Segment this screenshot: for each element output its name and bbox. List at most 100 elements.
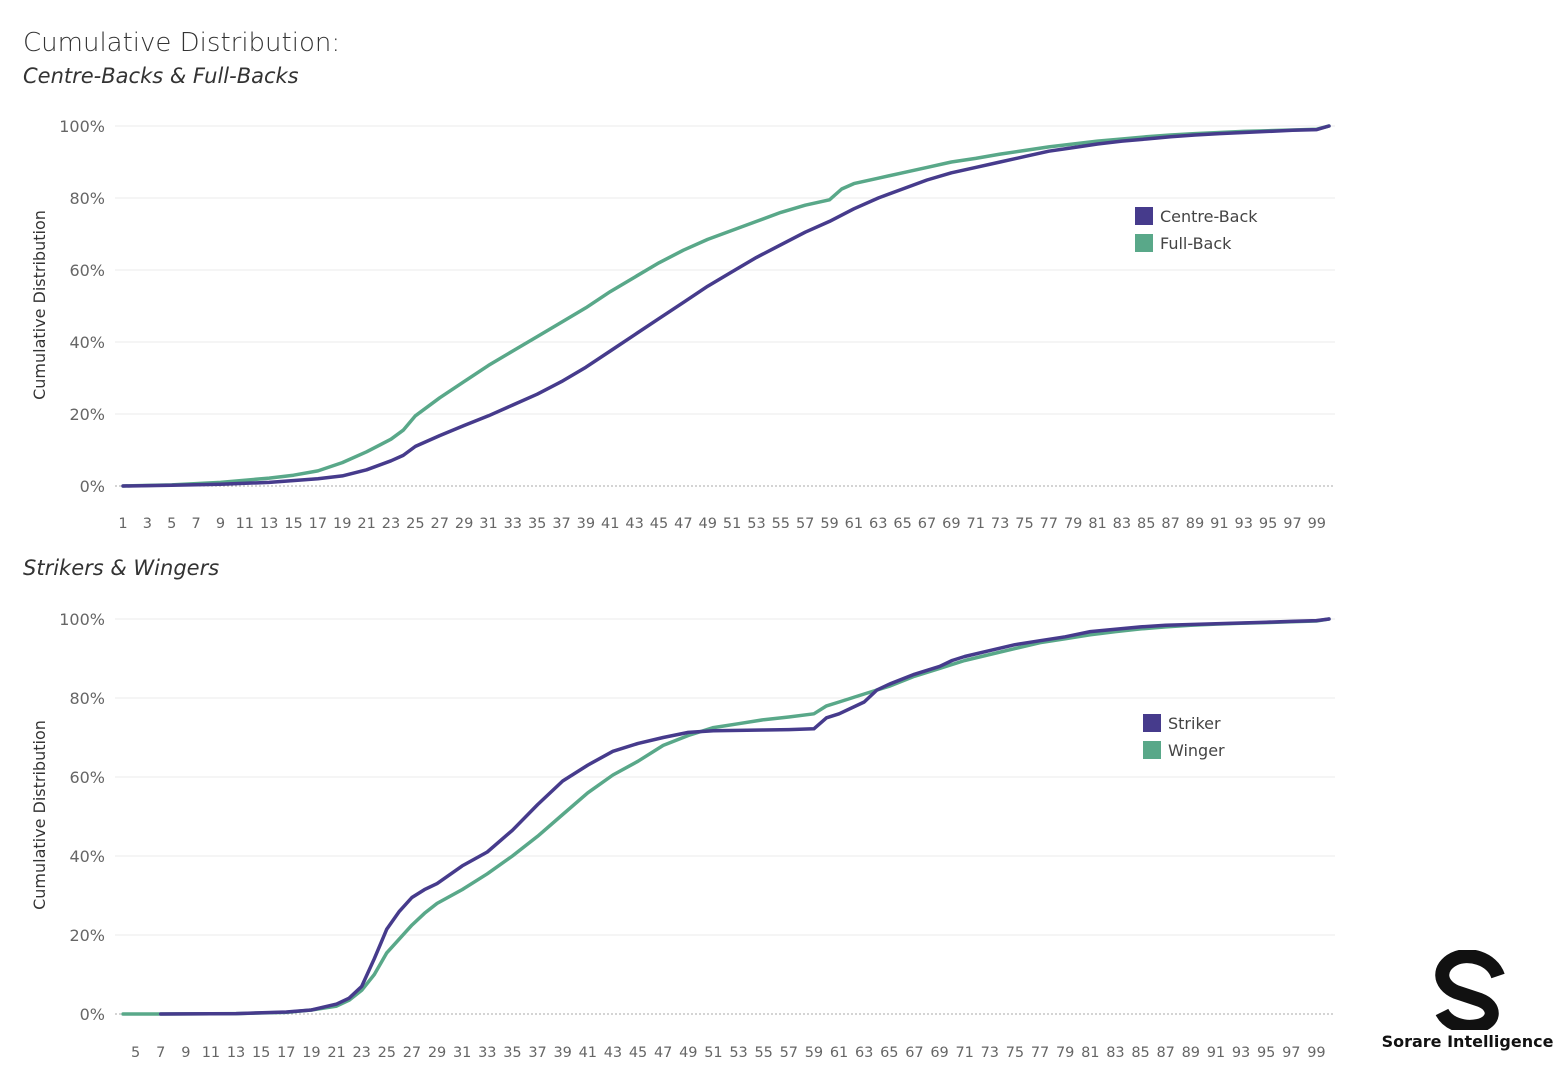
x-tick-label: 69	[942, 516, 960, 532]
x-tick-label: 75	[1006, 1045, 1024, 1061]
sorare-intelligence-logo: Sorare Intelligence	[1380, 949, 1555, 1060]
x-tick-label: 19	[333, 516, 351, 532]
y-tick-label: 100%	[59, 610, 105, 629]
y-tick-label: 0%	[80, 1005, 105, 1024]
y-tick-label: 20%	[69, 405, 105, 424]
x-tick-label: 21	[357, 516, 375, 532]
y-tick-label: 80%	[69, 189, 105, 208]
x-tick-label: 21	[327, 1045, 345, 1061]
legend-label: Centre-Back	[1160, 207, 1258, 226]
x-tick-label: 19	[302, 1045, 320, 1061]
x-tick-label: 5	[131, 1045, 140, 1061]
legend-label: Striker	[1168, 714, 1221, 733]
x-tick-label: 91	[1207, 1045, 1225, 1061]
x-tick-label: 57	[780, 1045, 798, 1061]
x-tick-label: 57	[796, 516, 814, 532]
x-tick-label: 7	[191, 516, 200, 532]
x-tick-label: 53	[729, 1045, 747, 1061]
x-tick-label: 1	[118, 516, 127, 532]
y-tick-label: 100%	[59, 117, 105, 136]
x-tick-label: 67	[905, 1045, 923, 1061]
y-tick-label: 60%	[69, 261, 105, 280]
y-axis-label: Cumulative Distribution	[30, 210, 49, 400]
x-tick-label: 49	[699, 516, 717, 532]
x-tick-label: 47	[654, 1045, 672, 1061]
chart-1: 0% 20% 40% 60% 80% 100% Cumulative Distributio…	[30, 117, 1335, 532]
x-tick-label: 65	[880, 1045, 898, 1061]
x-tick-label: 87	[1161, 516, 1179, 532]
y-tick-label: 80%	[69, 689, 105, 708]
x-tick-label: 63	[855, 1045, 873, 1061]
x-tick-label: 59	[820, 516, 838, 532]
series-line-winger	[121, 617, 1331, 1016]
x-tick-label: 35	[503, 1045, 521, 1061]
x-tick-label: 61	[845, 516, 863, 532]
y-tick-label: 20%	[69, 926, 105, 945]
legend-swatch	[1143, 741, 1161, 759]
series-line-striker	[158, 617, 1331, 1016]
x-tick-label: 5	[167, 516, 176, 532]
legend-swatch	[1135, 207, 1153, 225]
x-tick-label: 71	[967, 516, 985, 532]
page-title: Cumulative Distribution:	[23, 28, 341, 58]
x-tick-label: 17	[277, 1045, 295, 1061]
x-tick-label: 99	[1308, 516, 1326, 532]
x-tick-label: 47	[674, 516, 692, 532]
chart-2-subtitle: Strikers & Wingers	[23, 556, 220, 580]
sorare-s-logo-icon	[1435, 949, 1505, 1034]
x-tick-label: 83	[1113, 516, 1131, 532]
x-tick-label: 15	[284, 516, 302, 532]
x-tick-label: 9	[181, 1045, 190, 1061]
x-tick-label: 37	[552, 516, 570, 532]
x-tick-label: 87	[1156, 1045, 1174, 1061]
x-tick-label: 17	[309, 516, 327, 532]
x-tick-label: 97	[1283, 516, 1301, 532]
x-tick-label: 55	[754, 1045, 772, 1061]
x-tick-label: 95	[1257, 1045, 1275, 1061]
x-tick-label: 27	[431, 516, 449, 532]
x-tick-label: 69	[930, 1045, 948, 1061]
legend-label: Full-Back	[1160, 234, 1232, 253]
logo-text: Sorare Intelligence	[1381, 1032, 1554, 1051]
x-tick-label: 83	[1106, 1045, 1124, 1061]
chart-1-subtitle: Centre-Backs & Full-Backs	[23, 64, 299, 88]
x-tick-label: 45	[629, 1045, 647, 1061]
x-tick-label: 95	[1259, 516, 1277, 532]
x-tick-label: 99	[1307, 1045, 1325, 1061]
x-tick-label: 31	[453, 1045, 471, 1061]
x-tick-label: 63	[869, 516, 887, 532]
series-line-centre-back	[121, 124, 1331, 488]
x-tick-label: 41	[601, 516, 619, 532]
x-tick-label: 89	[1186, 516, 1204, 532]
y-axis-label: Cumulative Distribution	[30, 720, 49, 910]
x-tick-label: 43	[604, 1045, 622, 1061]
x-tick-label: 77	[1031, 1045, 1049, 1061]
legend-label: Winger	[1168, 741, 1225, 760]
x-tick-label: 43	[625, 516, 643, 532]
x-tick-label: 7	[156, 1045, 165, 1061]
x-tick-label: 11	[236, 516, 254, 532]
x-tick-label: 9	[216, 516, 225, 532]
x-tick-label: 71	[955, 1045, 973, 1061]
x-tick-label: 33	[504, 516, 522, 532]
x-tick-label: 91	[1210, 516, 1228, 532]
y-tick-label: 40%	[69, 847, 105, 866]
x-tick-label: 51	[723, 516, 741, 532]
x-tick-label: 51	[704, 1045, 722, 1061]
x-tick-label: 97	[1282, 1045, 1300, 1061]
x-tick-label: 13	[227, 1045, 245, 1061]
x-tick-label: 89	[1182, 1045, 1200, 1061]
x-tick-label: 25	[378, 1045, 396, 1061]
x-tick-label: 67	[918, 516, 936, 532]
x-tick-label: 13	[260, 516, 278, 532]
x-tick-label: 33	[478, 1045, 496, 1061]
x-tick-label: 73	[991, 516, 1009, 532]
x-tick-label: 37	[528, 1045, 546, 1061]
legend-swatch	[1143, 714, 1161, 732]
x-tick-label: 79	[1064, 516, 1082, 532]
x-tick-label: 59	[805, 1045, 823, 1061]
x-tick-label: 41	[579, 1045, 597, 1061]
x-tick-label: 31	[479, 516, 497, 532]
x-tick-label: 23	[382, 516, 400, 532]
x-tick-label: 53	[747, 516, 765, 532]
